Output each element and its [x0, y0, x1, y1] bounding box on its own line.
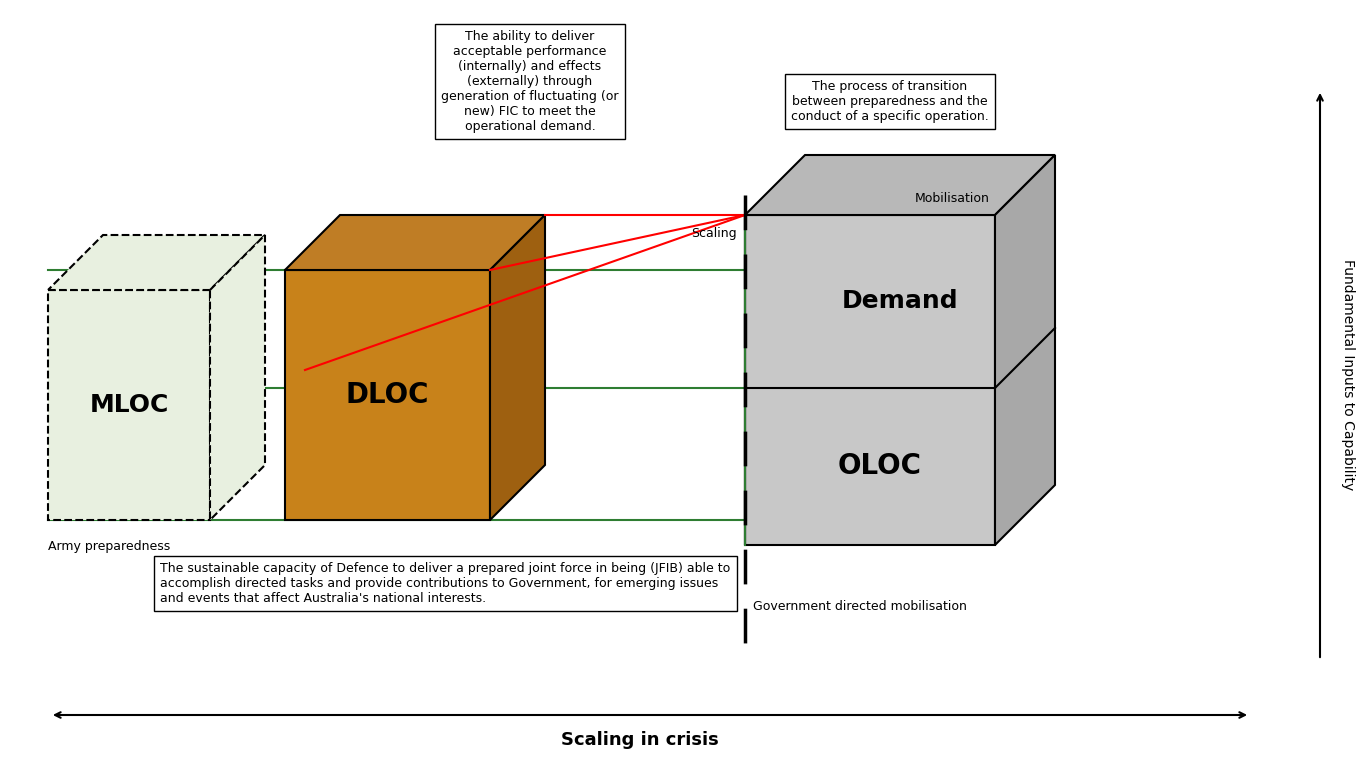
Text: The process of transition
between preparedness and the
conduct of a specific ope: The process of transition between prepar… — [791, 80, 989, 123]
Text: Scaling: Scaling — [691, 227, 738, 240]
Text: OLOC: OLOC — [838, 452, 921, 480]
Text: Fundamental Inputs to Capability: Fundamental Inputs to Capability — [1341, 260, 1356, 490]
Text: Army preparedness: Army preparedness — [48, 540, 170, 553]
Text: Mobilisation: Mobilisation — [915, 192, 989, 205]
Text: DLOC: DLOC — [346, 381, 429, 409]
Polygon shape — [48, 290, 210, 520]
Polygon shape — [284, 215, 544, 270]
Polygon shape — [744, 215, 995, 545]
Polygon shape — [744, 155, 1055, 215]
Polygon shape — [284, 270, 490, 520]
Polygon shape — [995, 155, 1055, 545]
Polygon shape — [210, 235, 265, 520]
Text: Government directed mobilisation: Government directed mobilisation — [753, 600, 966, 613]
Polygon shape — [490, 215, 544, 520]
Text: The ability to deliver
acceptable performance
(internally) and effects
(external: The ability to deliver acceptable perfor… — [441, 30, 619, 133]
Polygon shape — [48, 235, 265, 290]
Text: Scaling in crisis: Scaling in crisis — [561, 731, 719, 749]
Text: The sustainable capacity of Defence to deliver a prepared joint force in being (: The sustainable capacity of Defence to d… — [161, 562, 731, 605]
Text: MLOC: MLOC — [90, 393, 169, 417]
Text: Demand: Demand — [841, 289, 958, 313]
